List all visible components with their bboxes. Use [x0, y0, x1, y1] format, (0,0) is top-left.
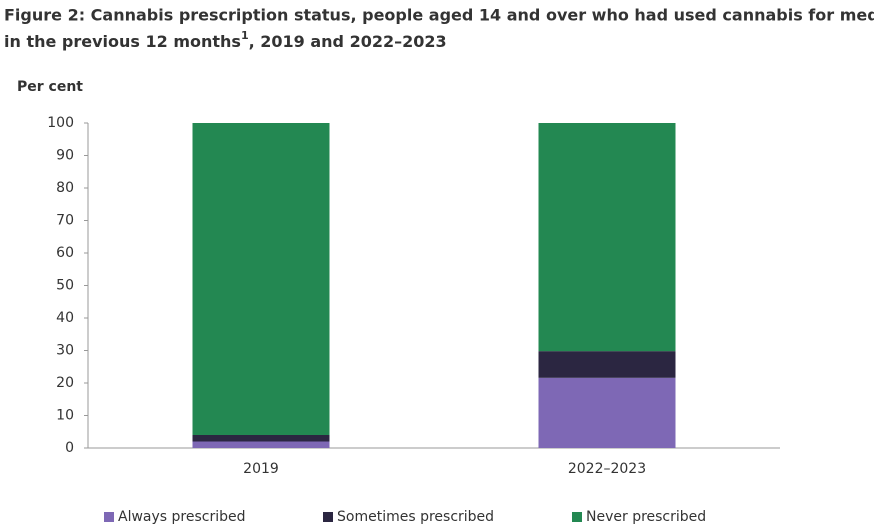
y-axis-label: Per cent	[17, 79, 83, 95]
chart-title: Figure 2: Cannabis prescription status, …	[4, 6, 874, 25]
y-tick-label: 70	[56, 213, 74, 229]
x-tick-label: 2019	[243, 461, 279, 477]
y-tick-label: 20	[56, 375, 74, 391]
legend-label: Sometimes prescribed	[337, 509, 494, 525]
legend-swatch	[572, 512, 582, 522]
bar-segment	[538, 123, 676, 352]
chart-title-line: in the previous 12 months1, 2019 and 202…	[4, 29, 447, 51]
bar-segment	[538, 351, 676, 378]
bar-segment	[538, 377, 676, 448]
y-tick-label: 80	[56, 180, 74, 196]
title-footnote: 1	[241, 29, 249, 42]
y-tick-label: 90	[56, 148, 74, 164]
legend-label: Always prescribed	[118, 509, 246, 525]
bar-segment	[192, 441, 330, 448]
title-line2: in the previous 12 months	[4, 32, 241, 51]
bar-segment	[192, 435, 330, 442]
y-tick-label: 40	[56, 310, 74, 326]
bar-segment	[192, 123, 330, 435]
y-tick-label: 30	[56, 343, 74, 359]
legend-swatch	[323, 512, 333, 522]
title-end: , 2019 and 2022–2023	[249, 32, 447, 51]
y-tick-label: 50	[56, 278, 74, 294]
legend-label: Never prescribed	[586, 509, 706, 525]
y-tick-label: 100	[47, 115, 74, 131]
legend-swatch	[104, 512, 114, 522]
y-tick-label: 0	[65, 440, 74, 456]
x-tick-label: 2022–2023	[568, 461, 646, 477]
y-tick-label: 10	[56, 408, 74, 424]
y-tick-label: 60	[56, 245, 74, 261]
